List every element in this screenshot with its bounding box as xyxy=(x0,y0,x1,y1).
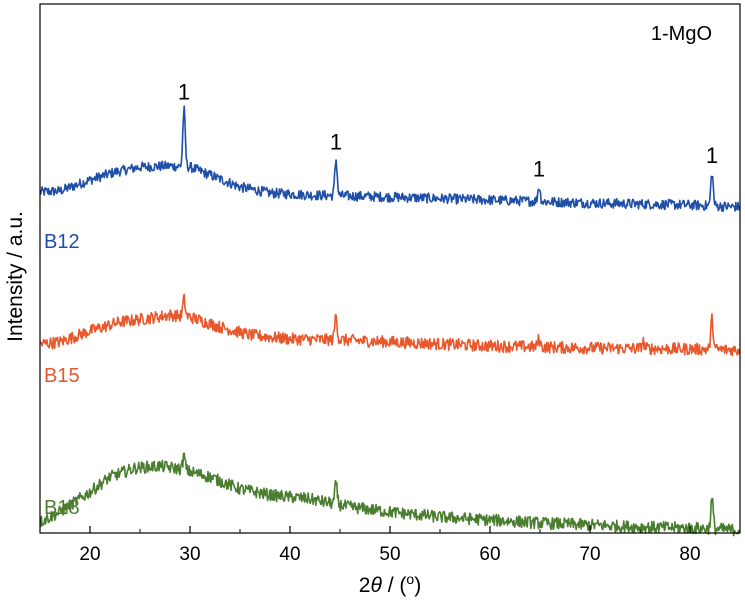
chart-marks: B12 B15 B18 1 1 1 1 xyxy=(39,80,741,537)
x-axis-label-prefix: 2 xyxy=(359,574,371,597)
x-tick-label: 30 xyxy=(179,544,200,565)
series-label-b12: B12 xyxy=(44,231,80,253)
x-tick-label: 40 xyxy=(279,544,300,565)
series-label-b18: B18 xyxy=(44,497,80,519)
x-tick-label: 60 xyxy=(479,544,500,565)
peak-marker-label: 1 xyxy=(330,130,342,155)
plot-frame xyxy=(39,3,741,534)
y-axis-label: Intensity / a.u. xyxy=(4,211,27,342)
series-line-b12 xyxy=(39,105,741,212)
x-axis-label-suffix: / ( xyxy=(382,574,407,597)
x-tick-label: 80 xyxy=(679,544,700,565)
series-line-b15 xyxy=(39,293,741,357)
x-tick-label: 20 xyxy=(79,544,100,565)
x-axis-label-degree: o xyxy=(406,571,414,587)
x-axis-label-close: ) xyxy=(414,574,421,597)
x-axis-label-theta: θ xyxy=(370,574,382,597)
peak-marker-label: 1 xyxy=(706,143,718,168)
peak-marker-label: 1 xyxy=(533,156,545,181)
legend-title: 1-MgO xyxy=(651,23,712,45)
x-axis-label: 2θ / (o) xyxy=(359,571,421,597)
x-tick-label: 50 xyxy=(379,544,400,565)
x-tick-label: 70 xyxy=(579,544,600,565)
series-label-b15: B15 xyxy=(44,365,80,387)
axes: 20 30 40 50 60 70 80 xyxy=(39,526,741,565)
peak-marker-label: 1 xyxy=(178,80,190,105)
series-line-b18 xyxy=(39,452,741,537)
